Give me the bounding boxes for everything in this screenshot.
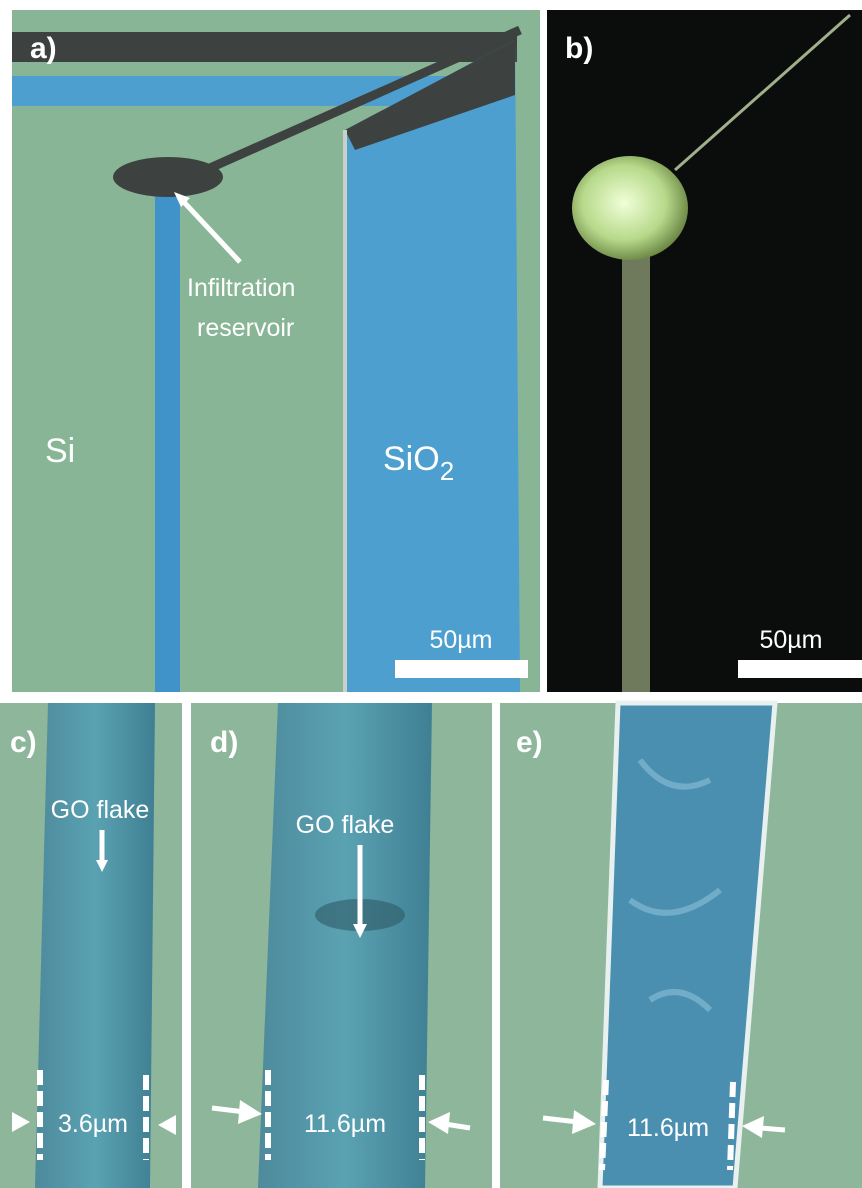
- panel-e: 11.6µm e): [500, 703, 862, 1188]
- panel-d: GO flake 11.6µm d): [191, 703, 492, 1188]
- panel-c: GO flake 3.6µm c): [0, 703, 182, 1188]
- panel-label: a): [30, 32, 57, 65]
- measure-edge: [602, 1080, 606, 1170]
- measure-edge: [730, 1082, 733, 1170]
- callout: GO flake: [51, 796, 150, 824]
- callout: GO flake: [296, 811, 395, 839]
- scale-bar: [395, 660, 528, 678]
- scale-label: 50µm: [759, 626, 822, 654]
- region-label: Si: [45, 432, 75, 470]
- reservoir: [113, 157, 223, 197]
- measure-arrow: [760, 1128, 785, 1130]
- panel-b: 50µm b): [547, 10, 862, 692]
- callout: Infiltration: [187, 274, 295, 302]
- scale-label: 50µm: [429, 626, 492, 654]
- width-label: 11.6µm: [304, 1110, 386, 1138]
- panel-label: e): [516, 726, 543, 759]
- width-label: 3.6µm: [58, 1110, 128, 1138]
- callout: reservoir: [197, 314, 294, 342]
- width-label: 11.6µm: [627, 1114, 709, 1142]
- channel: [155, 185, 180, 692]
- trench: [12, 32, 517, 62]
- channel: [622, 250, 650, 692]
- panel-a: Infiltration reservoir Si SiO2 50µm a): [12, 10, 540, 692]
- panel-b-background: [547, 10, 862, 692]
- figure: Infiltration reservoir Si SiO2 50µm a) 5…: [0, 0, 862, 1188]
- panel-label: b): [565, 32, 593, 65]
- panel-label: d): [210, 726, 238, 759]
- panel-label: c): [10, 726, 37, 759]
- scale-bar: [738, 660, 862, 678]
- reservoir: [572, 156, 688, 260]
